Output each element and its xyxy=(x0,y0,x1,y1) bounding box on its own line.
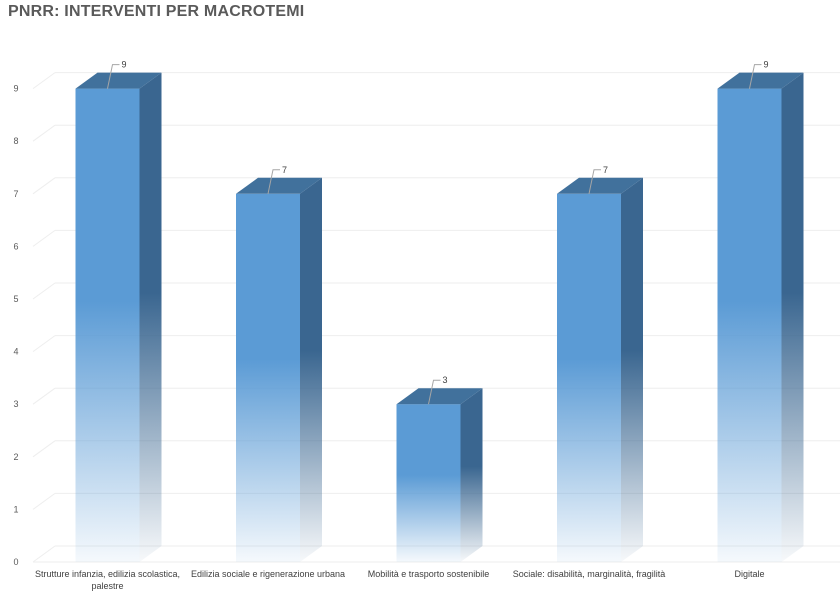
bar xyxy=(396,388,483,562)
gridline xyxy=(32,229,840,247)
bar-top xyxy=(75,72,162,89)
bar-front xyxy=(236,193,300,563)
bar-top xyxy=(396,388,483,405)
gridline xyxy=(32,72,840,90)
x-axis: Strutture infanzia, edilizia scolastica,… xyxy=(35,569,765,591)
data-label-leader xyxy=(749,64,762,89)
data-label: 7 xyxy=(603,165,608,175)
bar-front xyxy=(717,88,782,562)
chart-title: PNRR: INTERVENTI PER MACROTEMI xyxy=(8,3,305,20)
y-tick-label: 0 xyxy=(13,557,18,567)
gridline xyxy=(32,335,840,353)
gridline xyxy=(32,124,840,142)
data-labels: 9 7 3 7 9 xyxy=(107,60,769,405)
bar-top xyxy=(717,72,804,89)
x-category-label: Edilizia sociale e rigenerazione urbana xyxy=(191,569,345,579)
y-tick-label: 1 xyxy=(13,504,18,514)
y-tick-label: 8 xyxy=(13,136,18,146)
bar-side xyxy=(781,72,804,562)
data-label: 3 xyxy=(443,375,448,385)
bar-front xyxy=(557,193,621,563)
y-tick-label: 9 xyxy=(13,84,18,94)
y-tick-label: 5 xyxy=(13,294,18,304)
data-label: 9 xyxy=(122,60,127,70)
y-tick-label: 7 xyxy=(13,189,18,199)
bar xyxy=(75,72,162,562)
y-tick-label: 3 xyxy=(13,399,18,409)
bar-front xyxy=(396,404,461,562)
x-category-label: Strutture infanzia, edilizia scolastica,… xyxy=(35,569,180,591)
bar-top xyxy=(236,177,322,194)
x-category-label: Sociale: disabilità, marginalità, fragil… xyxy=(513,569,666,579)
bar-top xyxy=(557,177,643,194)
x-category-label: Mobilità e trasporto sostenibile xyxy=(368,569,490,579)
bar xyxy=(557,177,643,563)
bar xyxy=(236,177,322,563)
bar-side xyxy=(139,72,162,562)
y-tick-label: 2 xyxy=(13,452,18,462)
x-category-label: Digitale xyxy=(734,569,764,579)
data-label: 9 xyxy=(764,60,769,70)
y-axis: 0 1 2 3 4 5 6 7 8 9 xyxy=(13,84,18,567)
bar xyxy=(717,72,804,562)
y-tick-label: 4 xyxy=(13,347,18,357)
bar-side xyxy=(621,177,643,563)
data-label-leader xyxy=(588,169,601,194)
gridline xyxy=(32,177,840,195)
data-label-leader xyxy=(267,169,280,194)
bar-side xyxy=(300,177,322,563)
bar-front xyxy=(75,88,140,562)
y-tick-label: 6 xyxy=(13,241,18,251)
bars xyxy=(75,72,804,563)
data-label-leader xyxy=(428,379,441,405)
bar-side xyxy=(460,388,483,562)
data-label-leader xyxy=(107,64,120,89)
data-label: 7 xyxy=(282,165,287,175)
gridline xyxy=(32,282,840,300)
